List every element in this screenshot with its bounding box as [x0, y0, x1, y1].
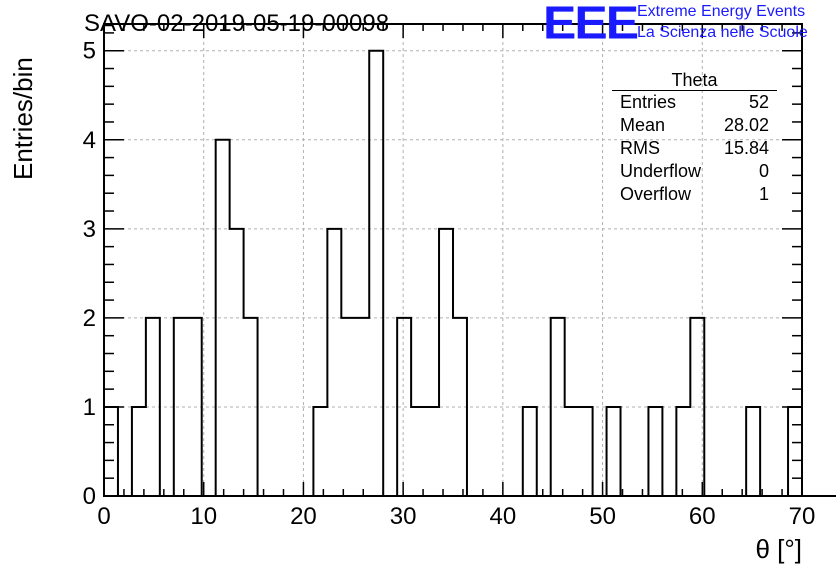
histogram-bin	[607, 407, 621, 496]
histogram-bin	[341, 318, 355, 496]
histogram-bin	[132, 407, 146, 496]
y-tick-label: 0	[83, 483, 96, 510]
stats-label: Entries	[620, 92, 677, 112]
stats-row-overflow: Overflow 1	[612, 183, 777, 206]
y-tick-label: 1	[83, 394, 96, 421]
stats-label: Underflow	[620, 161, 702, 181]
histogram-bin	[104, 407, 118, 496]
stats-value: 52	[748, 92, 769, 112]
histogram-bin	[439, 229, 453, 496]
eee-logo: EEE	[543, 0, 639, 49]
chart-title: SAVO-02-2019-05-19-00098	[84, 10, 390, 37]
y-tick-label: 2	[83, 305, 96, 332]
x-tick-label: 40	[490, 503, 517, 530]
x-tick-label: 0	[97, 503, 110, 530]
histogram-bin	[565, 407, 579, 496]
stats-value: 1	[758, 184, 769, 204]
x-tick-label: 60	[689, 503, 716, 530]
y-tick-label: 3	[83, 216, 96, 243]
histogram-series	[103, 49, 836, 497]
logo-line-2: La Scienza nelle Scuole	[637, 24, 808, 41]
x-tick-label: 70	[789, 503, 816, 530]
histogram-bin	[369, 51, 383, 496]
stats-row-underflow: Underflow 0	[612, 160, 777, 183]
stats-title: Theta	[612, 70, 777, 91]
y-axis-label: Entries/bin	[8, 57, 38, 180]
histogram-bin	[788, 407, 802, 496]
histogram-bin	[746, 407, 760, 496]
histogram-outline	[103, 49, 836, 497]
stats-row-rms: RMS 15.84	[612, 137, 777, 160]
stats-label: RMS	[620, 138, 660, 158]
x-tick-label: 20	[290, 503, 317, 530]
stats-row-entries: Entries 52	[612, 91, 777, 114]
histogram-bin	[425, 407, 439, 496]
x-tick-label: 10	[190, 503, 217, 530]
histogram-bin	[174, 318, 188, 496]
x-axis-label: θ [°]	[755, 534, 802, 564]
plot-frame	[103, 23, 803, 497]
histogram-bin	[216, 140, 230, 496]
x-tick-label: 50	[589, 503, 616, 530]
y-tick-label: 5	[83, 38, 96, 65]
stats-value: 0	[758, 161, 769, 181]
histogram-bin	[523, 407, 537, 496]
histogram-bin	[313, 407, 327, 496]
histogram-bin	[648, 407, 662, 496]
y-tick-label: 4	[83, 127, 96, 154]
histogram-bin	[411, 407, 425, 496]
x-tick-label: 30	[390, 503, 417, 530]
logo-line-1: Extreme Energy Events	[637, 3, 806, 20]
histogram-bin	[327, 229, 341, 496]
stats-label: Overflow	[620, 184, 692, 204]
axes-frame	[103, 23, 803, 497]
histogram-bin	[579, 407, 593, 496]
stats-label: Mean	[620, 115, 666, 135]
stats-row-mean: Mean 28.02	[612, 114, 777, 137]
stats-value: 15.84	[723, 138, 769, 158]
stats-value: 28.02	[723, 115, 769, 135]
histogram-bin	[676, 407, 690, 496]
histogram-bin	[230, 229, 244, 496]
stats-box: Theta Entries 52 Mean 28.02 RMS 15.84 Un…	[612, 70, 777, 206]
